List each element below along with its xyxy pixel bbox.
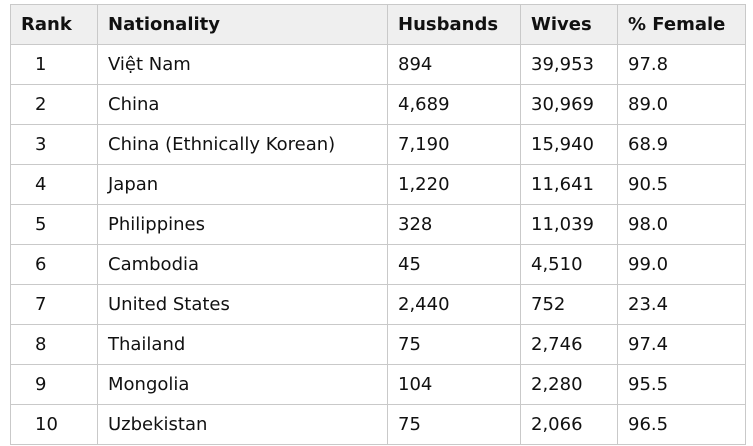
table-row: 10 Uzbekistan 75 2,066 96.5	[10, 404, 746, 445]
table-cell: Việt Nam	[97, 44, 388, 85]
table-row: 9 Mongolia 104 2,280 95.5	[10, 364, 746, 405]
table-cell: 1	[10, 44, 98, 85]
table-cell: 752	[520, 284, 618, 325]
table-cell: 8	[10, 324, 98, 365]
table-cell: 68.9	[617, 124, 746, 165]
table-cell: 45	[387, 244, 521, 285]
table-row: 5 Philippines 328 11,039 98.0	[10, 204, 746, 245]
table-cell: 3	[10, 124, 98, 165]
table-cell: 99.0	[617, 244, 746, 285]
table-cell: 5	[10, 204, 98, 245]
table-row: 8 Thailand 75 2,746 97.4	[10, 324, 746, 365]
table-cell: 90.5	[617, 164, 746, 205]
table-cell: 2,280	[520, 364, 618, 405]
table-cell: Cambodia	[97, 244, 388, 285]
table-row: 1 Việt Nam 894 39,953 97.8	[10, 44, 746, 85]
table-cell: 96.5	[617, 404, 746, 445]
header-row: Rank Nationality Husbands Wives% Female	[10, 4, 746, 45]
table-cell: 11,641	[520, 164, 618, 205]
table-cell: 104	[387, 364, 521, 405]
table-row: 4 Japan 1,220 11,641 90.5	[10, 164, 746, 205]
table-cell: 4	[10, 164, 98, 205]
column-header: Rank	[10, 4, 98, 45]
table-cell: 89.0	[617, 84, 746, 125]
table-cell: 23.4	[617, 284, 746, 325]
table-cell: United States	[97, 284, 388, 325]
table-cell: 97.8	[617, 44, 746, 85]
table-row: 2 China 4,689 30,969 89.0	[10, 84, 746, 125]
table-cell: 11,039	[520, 204, 618, 245]
column-header: % Female	[617, 4, 746, 45]
table-row: 6 Cambodia 45 4,510 99.0	[10, 244, 746, 285]
table-cell: Japan	[97, 164, 388, 205]
table-cell: 7,190	[387, 124, 521, 165]
table-cell: 9	[10, 364, 98, 405]
table-row: 7 United States 2,440 752 23.4	[10, 284, 746, 325]
table-cell: 4,510	[520, 244, 618, 285]
table-cell: China (Ethnically Korean)	[97, 124, 388, 165]
table-cell: 2,440	[387, 284, 521, 325]
column-header: Wives	[520, 4, 618, 45]
table-cell: 328	[387, 204, 521, 245]
column-header: Nationality	[97, 4, 388, 45]
table-cell: Thailand	[97, 324, 388, 365]
table-cell: 10	[10, 404, 98, 445]
table-cell: 7	[10, 284, 98, 325]
table-cell: China	[97, 84, 388, 125]
table-body: 1 Việt Nam 894 39,953 97.8 2 China 4,689 30,969 8…	[10, 44, 746, 445]
table-cell: 75	[387, 404, 521, 445]
table-cell: Uzbekistan	[97, 404, 388, 445]
data-table: Rank Nationality Husbands Wives% Female 1 Vi…	[10, 4, 746, 445]
table-cell: 95.5	[617, 364, 746, 405]
table-cell: 894	[387, 44, 521, 85]
table-cell: 2,066	[520, 404, 618, 445]
table-cell: 39,953	[520, 44, 618, 85]
table-cell: Mongolia	[97, 364, 388, 405]
table-cell: 98.0	[617, 204, 746, 245]
table-cell: 1,220	[387, 164, 521, 205]
table-cell: 2,746	[520, 324, 618, 365]
table-row: 3 China (Ethnically Korean) 7,190 15,940 68.…	[10, 124, 746, 165]
column-header: Husbands	[387, 4, 521, 45]
table-cell: 30,969	[520, 84, 618, 125]
table-cell: 75	[387, 324, 521, 365]
table-cell: Philippines	[97, 204, 388, 245]
table-cell: 6	[10, 244, 98, 285]
table-cell: 4,689	[387, 84, 521, 125]
table-cell: 97.4	[617, 324, 746, 365]
table-cell: 2	[10, 84, 98, 125]
table-cell: 15,940	[520, 124, 618, 165]
